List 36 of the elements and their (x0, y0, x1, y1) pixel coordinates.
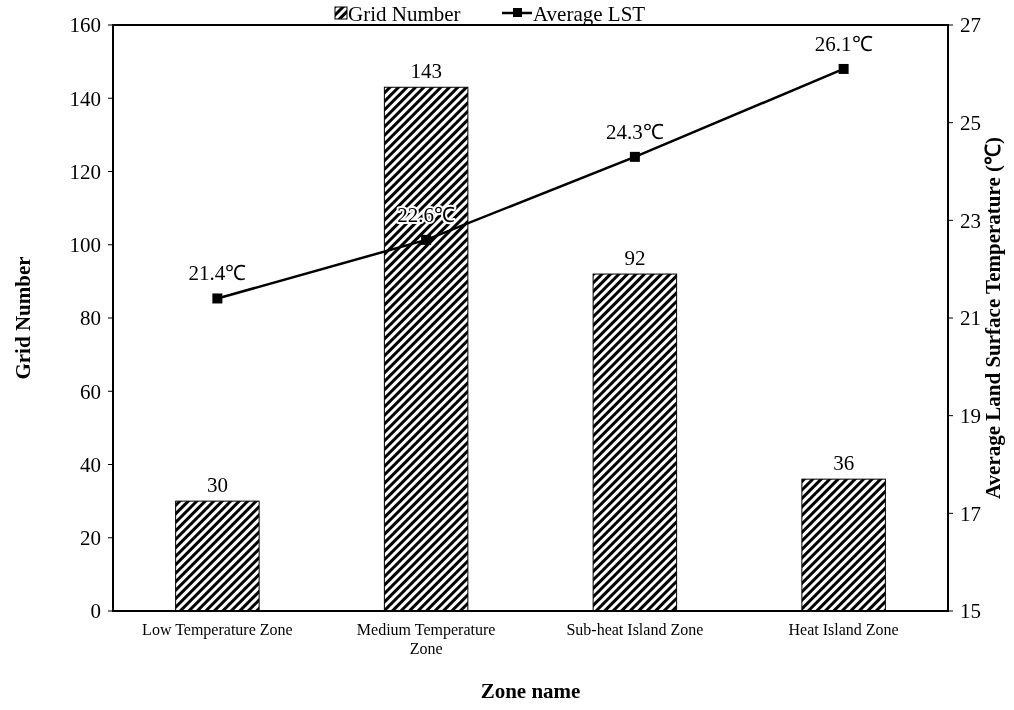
point (629, 151, 640, 162)
y-tick-label: 40 (80, 452, 101, 477)
y-tick-label: 160 (69, 13, 101, 38)
y2-tick-label: 19 (960, 404, 981, 429)
y2-tick-label: 21 (960, 306, 981, 331)
data-label: 24.3℃ (606, 119, 664, 144)
point (838, 63, 849, 74)
point (421, 234, 432, 245)
data-label: 21.4℃ (188, 261, 247, 286)
y-tick-label: 120 (69, 159, 101, 184)
y-tick-label: 140 (69, 86, 101, 111)
point (212, 293, 223, 304)
y2-tick-label: 23 (960, 208, 981, 233)
y-tick-label: 80 (80, 306, 101, 331)
data-label: 36 (833, 451, 855, 476)
legend-label: Grid Number (348, 2, 461, 26)
y-tick-label: 0 (90, 599, 101, 624)
x-axis-title: Zone name (480, 679, 581, 703)
data-label: 92 (624, 246, 646, 271)
x-tick-label: Heat Island Zone (788, 621, 899, 638)
data-label: 30 (206, 473, 228, 498)
y-tick-label: 20 (80, 526, 101, 551)
y-axis-title: Grid Number (11, 256, 35, 380)
data-label: 26.1℃ (814, 31, 873, 56)
legend-label: Average LST (533, 2, 646, 26)
y2-tick-label: 17 (960, 501, 981, 526)
data-label: 143 (410, 59, 442, 84)
x-tick-label: Low Temperature Zone (142, 621, 293, 639)
y-tick-label: 100 (69, 233, 101, 258)
y2-tick-label: 27 (960, 13, 981, 38)
x-tick-label: Medium Temperature Zone (356, 621, 496, 657)
x-tick-label: Sub-heat Island Zone (566, 621, 704, 638)
y-tick-label: 60 (80, 379, 101, 404)
y2-axis-title: Average Land Surface Temperature (℃) (981, 136, 1005, 500)
y2-tick-label: 15 (960, 599, 981, 624)
y2-tick-label: 25 (960, 111, 981, 136)
